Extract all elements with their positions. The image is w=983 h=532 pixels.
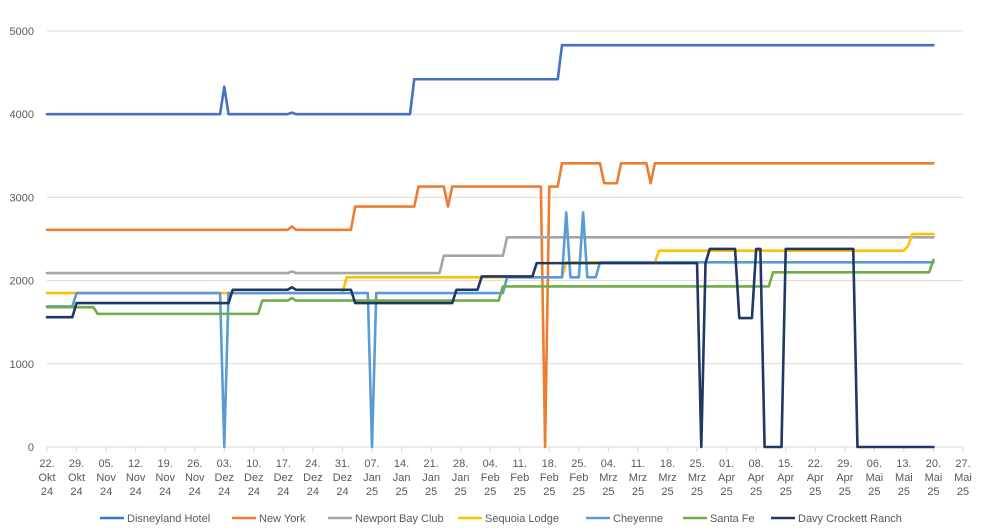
x-tick-label: 24. Dez 24 [303,458,323,498]
x-tick-label: 08. Apr 25 [748,458,765,498]
legend-label: New York [259,513,306,525]
y-tick-label: 4000 [10,109,34,121]
legend: Disneyland Hotel New York Newport Bay Club… [100,513,902,525]
y-tick-label: 1000 [10,359,34,371]
x-tick-label: 11. Mrz 25 [629,458,647,498]
x-tick-label: 05. Nov 24 [96,458,116,498]
x-tick-label: 31. Dez 24 [333,458,353,498]
x-tick-label: 10. Dez 24 [244,458,264,498]
x-tick-label: 17. Dez 24 [274,458,294,498]
series-lines [45,43,935,449]
x-tick-label: 27. Mai 25 [954,458,972,498]
x-tick-label: 22. Okt 24 [38,458,55,498]
x-tick-label: 12. Nov 24 [126,458,146,498]
legend-item: Newport Bay Club [328,513,444,525]
x-tick-label: 18. Mrz 25 [658,458,676,498]
series-line-santa-fe [45,258,935,316]
legend-label: Santa Fe [710,513,755,525]
series-line-disneyland-hotel [45,43,935,116]
series-line-new-york [45,161,935,449]
x-tick-label: 13. Mai 25 [895,458,913,498]
x-tick-label: 11. Feb 25 [510,458,529,498]
x-axis: 22. Okt 24 29. Okt 24 05. Nov 24 12. Nov 24 19. Nov 24… [38,446,972,498]
series-line-cheyenne [45,211,935,449]
series-line-davy-crockett-ranch [45,247,935,449]
x-tick-label: 07. Jan 25 [363,458,381,498]
x-tick-label: 22. Apr 25 [807,458,824,498]
x-tick-label: 21. Jan 25 [422,458,440,498]
x-tick-label: 14. Jan 25 [393,458,411,498]
x-tick-label: 19. Nov 24 [155,458,175,498]
y-tick-label: 0 [28,442,34,454]
y-tick-label: 5000 [10,26,34,38]
legend-label: Sequoia Lodge [485,513,559,525]
x-tick-label: 04. Mrz 25 [599,458,617,498]
legend-item: Davy Crockett Ranch [771,513,902,525]
legend-item: Cheyenne [586,513,663,525]
x-tick-label: 25. Mrz 25 [688,458,706,498]
y-axis: 0 1000 2000 3000 4000 5000 [10,26,34,454]
x-tick-label: 29. Okt 24 [68,458,85,498]
x-tick-label: 18. Feb 25 [540,458,559,498]
x-tick-label: 29. Apr 25 [836,458,853,498]
legend-label: Newport Bay Club [355,513,444,525]
legend-label: Disneyland Hotel [127,513,210,525]
legend-label: Cheyenne [613,513,663,525]
x-tick-label: 25. Feb 25 [569,458,588,498]
legend-item: Sequoia Lodge [458,513,559,525]
legend-item: New York [232,513,306,525]
x-tick-label: 28. Jan 25 [452,458,470,498]
legend-item: Santa Fe [683,513,755,525]
x-tick-label: 26. Nov 24 [185,458,205,498]
legend-label: Davy Crockett Ranch [798,513,902,525]
y-tick-label: 3000 [10,192,34,204]
series-line-newport-bay-club [45,236,935,275]
legend-item: Disneyland Hotel [100,513,210,525]
x-tick-label: 15. Apr 25 [777,458,794,498]
y-tick-label: 2000 [10,276,34,288]
x-tick-label: 03. Dez 24 [215,458,235,498]
x-tick-label: 04. Feb 25 [481,458,500,498]
x-tick-label: 01. Apr 25 [718,458,735,498]
x-tick-label: 06. Mai 25 [865,458,883,498]
x-tick-label: 20. Mai 25 [925,458,943,498]
